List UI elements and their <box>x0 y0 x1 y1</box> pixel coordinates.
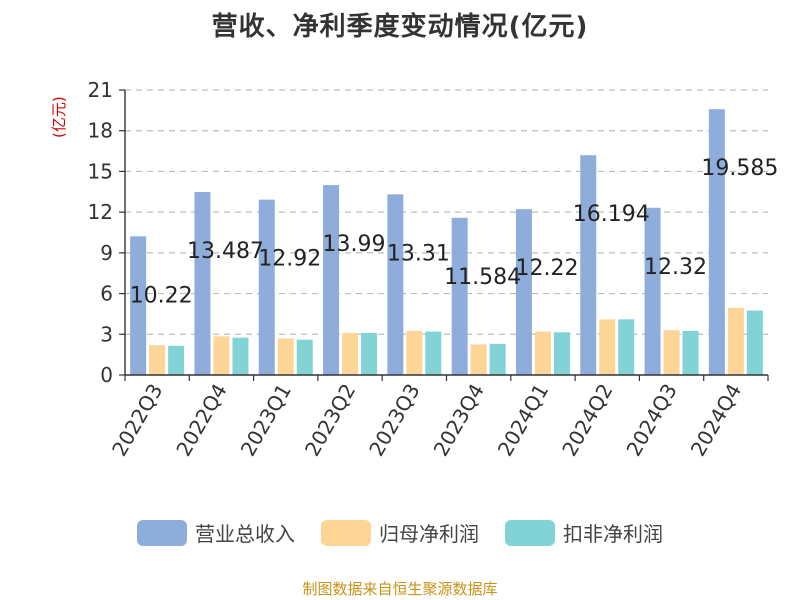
bar-0-2023Q1 <box>258 199 275 375</box>
x-tick-label: 2024Q1 <box>493 380 553 461</box>
bar-0-2024Q2 <box>580 155 597 375</box>
bar-0-2023Q3 <box>387 194 404 375</box>
y-tick-label: 12 <box>88 200 113 224</box>
bar-2-2022Q4 <box>232 337 249 375</box>
chart-title: 营收、净利季度变动情况(亿元) <box>211 12 589 42</box>
bar-2-2023Q1 <box>296 339 313 375</box>
bar-1-2023Q1 <box>277 338 294 375</box>
bars-layer <box>130 109 763 375</box>
bar-1-2023Q3 <box>406 330 423 375</box>
bar-0-2022Q4 <box>194 191 211 375</box>
legend: 营业总收入 归母净利润 扣非净利润 <box>0 518 800 547</box>
bar-1-2023Q4 <box>470 344 487 375</box>
legend-label-net-profit: 归母净利润 <box>379 522 479 546</box>
y-tick-label: 15 <box>88 159 113 183</box>
bar-1-2024Q2 <box>599 319 616 375</box>
bar-2-2024Q1 <box>553 332 570 375</box>
bar-2-2023Q2 <box>361 332 378 375</box>
grid-layer <box>125 89 768 335</box>
bar-2-2023Q3 <box>425 331 442 375</box>
legend-swatch-net-profit <box>321 519 371 546</box>
bar-1-2024Q3 <box>663 330 680 375</box>
bar-2-2023Q4 <box>489 343 506 375</box>
bar-0-2023Q2 <box>323 185 340 375</box>
bar-0-2024Q1 <box>515 209 532 375</box>
data-label-revenue: 13.31 <box>387 241 450 266</box>
bar-0-2024Q4 <box>708 109 725 375</box>
data-label-revenue: 10.22 <box>130 283 193 308</box>
x-tick-label: 2022Q3 <box>107 380 167 461</box>
bar-2-2024Q4 <box>746 310 763 375</box>
legend-swatch-revenue <box>137 519 187 546</box>
y-tick-label: 0 <box>100 363 113 387</box>
data-label-revenue: 12.92 <box>258 247 321 272</box>
y-tick-label: 6 <box>100 282 113 306</box>
x-tick-label: 2023Q3 <box>364 380 424 461</box>
y-tick-label: 9 <box>100 241 113 265</box>
bar-2-2022Q3 <box>168 345 185 375</box>
bar-2-2024Q2 <box>618 319 635 375</box>
data-label-revenue: 16.194 <box>573 202 650 227</box>
y-tick-label: 21 <box>88 78 113 102</box>
legend-label-revenue: 营业总收入 <box>195 522 295 546</box>
legend-item-deducted-net-profit[interactable]: 扣非净利润 <box>505 518 663 547</box>
bar-0-2023Q4 <box>451 217 468 375</box>
bar-1-2022Q3 <box>149 345 166 375</box>
bar-1-2024Q1 <box>534 331 551 375</box>
source-note: 制图数据来自恒生聚源数据库 <box>302 580 498 598</box>
data-label-revenue: 13.487 <box>187 239 264 264</box>
x-tick-label: 2024Q3 <box>621 380 681 461</box>
legend-item-revenue[interactable]: 营业总收入 <box>137 518 295 547</box>
x-tick-label: 2023Q2 <box>300 380 360 461</box>
data-label-revenue: 12.32 <box>644 255 707 280</box>
data-label-revenue: 11.584 <box>444 265 521 290</box>
bar-0-2022Q3 <box>130 236 147 375</box>
x-tick-label: 2024Q2 <box>557 380 617 461</box>
x-tick-label: 2022Q4 <box>171 380 231 461</box>
legend-swatch-deducted-net-profit <box>505 519 555 546</box>
legend-item-net-profit[interactable]: 归母净利润 <box>321 518 479 547</box>
x-tick-label: 2024Q4 <box>686 380 746 461</box>
bar-1-2023Q2 <box>342 332 359 375</box>
bar-1-2022Q4 <box>213 336 230 375</box>
data-label-revenue: 13.99 <box>323 232 386 257</box>
bar-2-2024Q3 <box>682 330 699 375</box>
legend-label-deducted-net-profit: 扣非净利润 <box>563 522 663 546</box>
x-tick-label: 2023Q4 <box>429 380 489 461</box>
data-label-revenue: 12.22 <box>515 256 578 281</box>
x-tick-label: 2023Q1 <box>236 380 296 461</box>
y-tick-label: 3 <box>100 322 113 346</box>
bar-1-2024Q4 <box>727 307 744 375</box>
data-label-revenue: 19.585 <box>701 156 778 181</box>
y-tick-label: 18 <box>88 119 113 143</box>
bar-0-2024Q3 <box>644 207 661 375</box>
